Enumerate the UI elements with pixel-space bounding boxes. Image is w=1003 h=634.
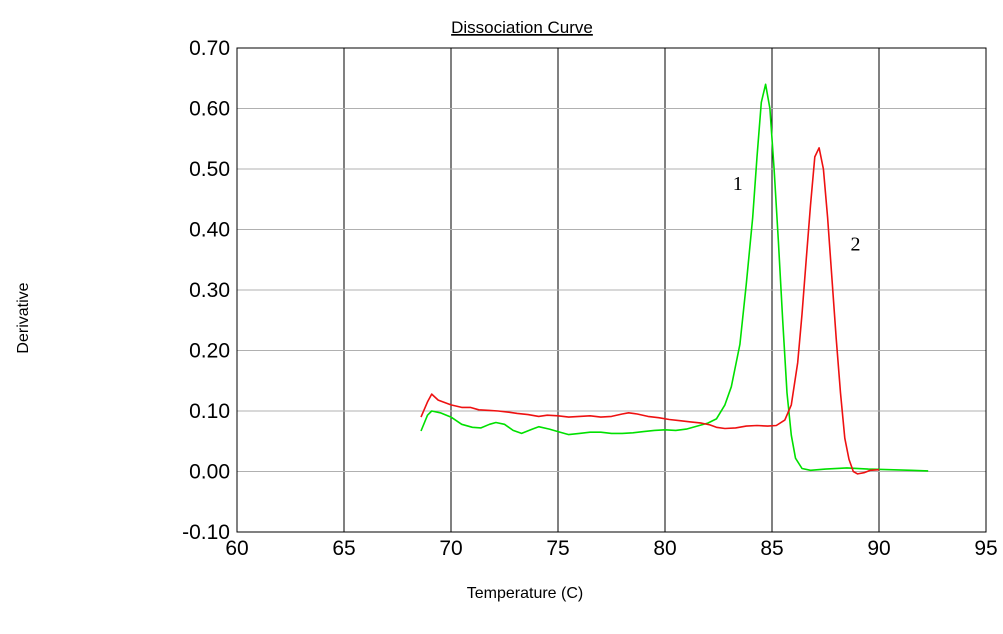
plot-frame bbox=[236, 47, 987, 533]
y-tick-label: 0.00 bbox=[189, 461, 230, 484]
x-tick-label: 60 bbox=[225, 537, 248, 560]
chart-title: Dissociation Curve bbox=[451, 18, 593, 37]
y-tick-label: 0.50 bbox=[189, 158, 230, 181]
x-tick-labels: 60 65 70 75 80 85 90 95 bbox=[225, 537, 997, 560]
series-layer bbox=[420, 83, 929, 475]
x-axis-label: Temperature (C) bbox=[467, 585, 583, 602]
y-tick-label: 0.20 bbox=[189, 340, 230, 363]
annotations: 12 bbox=[733, 173, 861, 256]
series-line-2 bbox=[420, 147, 880, 475]
y-tick-label: 0.60 bbox=[189, 98, 230, 121]
x-tick-label: 65 bbox=[332, 537, 355, 560]
curve-label-2: 2 bbox=[850, 234, 860, 256]
y-tick-labels: -0.10 0.00 0.10 0.20 0.30 0.40 0.50 0.60 0.70 bbox=[182, 37, 230, 544]
y-axis-label: Derivative bbox=[15, 282, 32, 353]
x-tick-label: 70 bbox=[439, 537, 462, 560]
grid-lines bbox=[237, 48, 986, 532]
x-tick-label: 95 bbox=[974, 537, 997, 560]
curve-label-1: 1 bbox=[733, 173, 743, 195]
y-tick-label: -0.10 bbox=[182, 521, 230, 544]
x-tick-label: 90 bbox=[867, 537, 890, 560]
x-tick-label: 75 bbox=[546, 537, 569, 560]
y-tick-label: 0.30 bbox=[189, 279, 230, 302]
x-tick-label: 85 bbox=[760, 537, 783, 560]
y-tick-label: 0.40 bbox=[189, 219, 230, 242]
series-line-1 bbox=[420, 83, 929, 472]
y-tick-label: 0.10 bbox=[189, 400, 230, 423]
x-tick-label: 80 bbox=[653, 537, 676, 560]
y-tick-label: 0.70 bbox=[189, 37, 230, 60]
